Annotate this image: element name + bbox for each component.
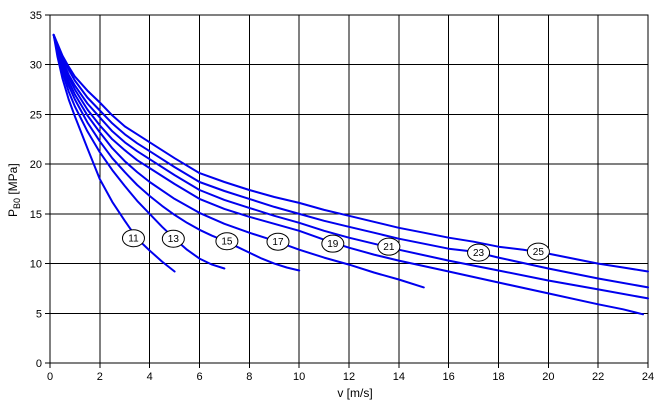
y-axis-title-subscript: B0 (12, 198, 23, 210)
x-tick-label: 18 (492, 371, 504, 383)
y-axis-title-symbol: P (5, 209, 20, 218)
curve-25 (52, 33, 649, 273)
axis-ticks (45, 14, 649, 368)
curve-label-circle-17 (266, 232, 290, 251)
curve-15 (52, 33, 301, 272)
x-tick-label: 20 (542, 371, 554, 383)
x-tick-label: 10 (293, 371, 305, 383)
y-tick-label: 15 (30, 209, 42, 221)
x-tick-label: 6 (196, 371, 202, 383)
gridlines (49, 14, 649, 364)
curve-label-circle-23 (467, 243, 491, 262)
curve-label-circle-13 (161, 229, 185, 248)
curve-label-text-15: 15 (221, 237, 233, 248)
y-axis-title: PB0 [MPa] (6, 150, 22, 230)
x-tick-label: 2 (97, 371, 103, 383)
curve-label-text-19: 19 (327, 239, 339, 250)
y-tick-label: 35 (30, 10, 42, 22)
curve-label-text-17: 17 (272, 237, 284, 248)
y-tick-label: 20 (30, 159, 42, 171)
x-tick-label: 12 (343, 371, 355, 383)
y-tick-label: 5 (36, 308, 42, 320)
x-tick-label: 16 (443, 371, 455, 383)
y-tick-label: 0 (36, 358, 42, 370)
curve-23 (52, 33, 649, 289)
curve-17 (52, 33, 425, 289)
curve-label-text-11: 11 (128, 234, 139, 245)
y-tick-label: 30 (30, 60, 42, 72)
x-tick-label: 8 (246, 371, 252, 383)
y-axis-title-unit: [MPa] (5, 163, 20, 195)
curve-label-circle-15 (215, 232, 239, 251)
x-tick-label: 14 (393, 371, 405, 383)
curve-label-circle-11 (121, 229, 145, 248)
y-tick-label: 10 (30, 259, 42, 271)
curve-label-circle-21 (377, 237, 401, 256)
data-curves (52, 33, 649, 316)
curve-19 (52, 33, 644, 316)
curve-label-circle-25 (526, 242, 550, 261)
x-axis-title: v [m/s] (337, 386, 373, 400)
curve-label-text-25: 25 (533, 247, 545, 258)
x-tick-label: 0 (47, 371, 53, 383)
curve-label-text-23: 23 (473, 248, 485, 259)
curve-labels: 11 13 15 17 19 21 23 25 (121, 229, 550, 262)
x-tick-label: 22 (592, 371, 604, 383)
curve-13 (52, 33, 226, 270)
curve-label-text-13: 13 (168, 234, 180, 245)
curve-11 (52, 33, 176, 273)
x-tick-label: 4 (147, 371, 153, 383)
x-tick-label: 24 (642, 371, 654, 383)
curve-21 (52, 33, 649, 300)
y-tick-label: 25 (30, 109, 42, 121)
curve-label-text-21: 21 (383, 242, 395, 253)
curve-label-circle-19 (321, 234, 345, 253)
